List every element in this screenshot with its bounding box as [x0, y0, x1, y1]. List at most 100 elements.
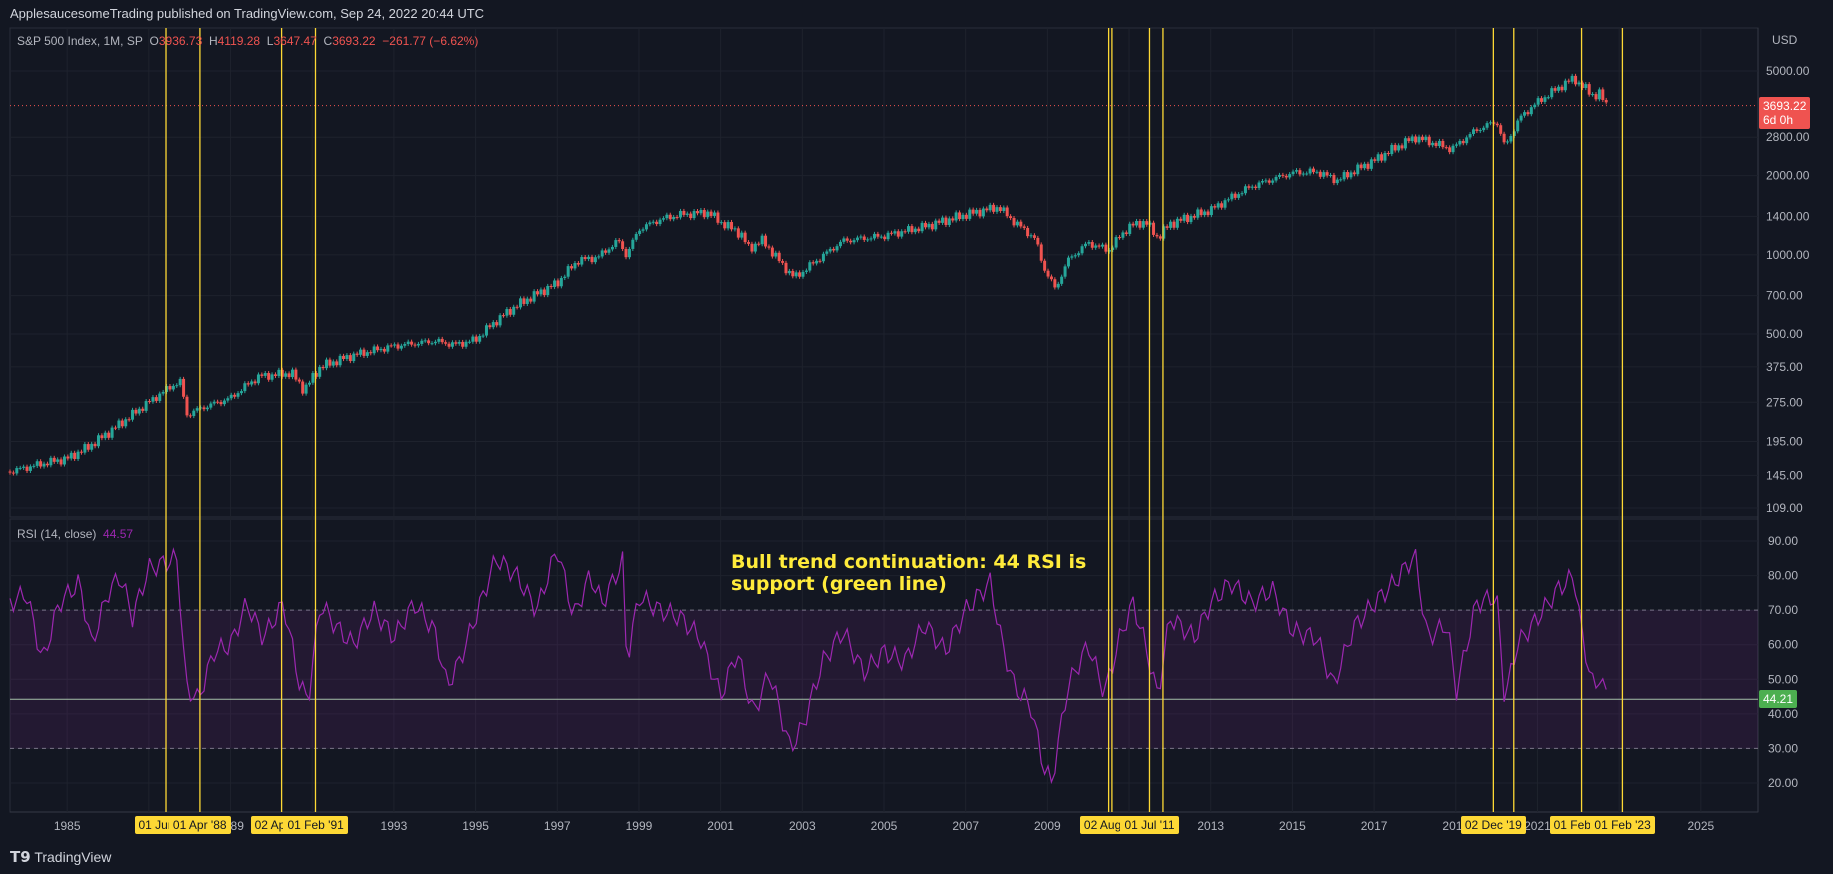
- candle-body: [1322, 172, 1326, 177]
- candle-body: [1094, 245, 1098, 248]
- candle-body: [416, 343, 420, 346]
- x-tick-label: 2025: [1687, 819, 1714, 833]
- candle-body: [546, 285, 550, 296]
- candle-body: [811, 262, 815, 264]
- candle-body: [1070, 256, 1074, 258]
- candle-body: [583, 257, 587, 260]
- candle-body: [35, 461, 39, 466]
- candle-body: [110, 427, 114, 438]
- candle-body: [1220, 203, 1224, 208]
- candle-body: [522, 298, 526, 304]
- y-tick-label: 109.00: [1766, 501, 1803, 515]
- logo-icon: 𝗧𝟵: [10, 849, 31, 866]
- candle-body: [542, 289, 546, 296]
- candle-body: [971, 209, 975, 214]
- rsi-tick-label: 30.00: [1768, 741, 1798, 755]
- candle-body: [1342, 172, 1346, 180]
- legend-open: 3936.73: [158, 34, 203, 48]
- candle-body: [1437, 140, 1441, 147]
- x-tick-label: 1997: [544, 819, 571, 833]
- candle-body: [1468, 134, 1472, 138]
- candle-body: [610, 246, 614, 250]
- candle-body: [1499, 125, 1503, 134]
- candle-body: [1199, 209, 1203, 216]
- candle-body: [941, 217, 945, 223]
- candle-body: [893, 231, 897, 234]
- candle-body: [1141, 221, 1145, 228]
- grid: [9, 27, 1759, 813]
- candle-body: [365, 352, 369, 356]
- candle-body: [678, 210, 682, 218]
- candle-body: [1458, 140, 1462, 145]
- candle-body: [1257, 182, 1261, 188]
- candle-body: [1475, 129, 1479, 131]
- x-tick-label: 2003: [789, 819, 816, 833]
- candle-body: [1182, 214, 1186, 221]
- candle-body: [702, 210, 706, 218]
- candle-body: [195, 408, 199, 411]
- rsi-tick-label: 40.00: [1768, 707, 1798, 721]
- candle-body: [406, 341, 410, 345]
- candle-body: [1073, 255, 1077, 257]
- candle-body: [1104, 244, 1108, 252]
- candle-body: [352, 353, 356, 362]
- candle-body: [236, 393, 240, 397]
- candle-body: [1526, 112, 1530, 115]
- candle-body: [314, 373, 318, 377]
- y-tick-label: 500.00: [1766, 327, 1803, 341]
- candle-body: [675, 217, 679, 219]
- candle-body: [1077, 253, 1081, 256]
- x-tick-label: 1985: [54, 819, 81, 833]
- candle-body: [821, 253, 825, 262]
- candle-body: [975, 209, 979, 214]
- candle-body: [171, 385, 175, 390]
- rsi-legend: RSI (14, close) 44.57: [17, 527, 133, 541]
- candle-body: [250, 381, 254, 385]
- candle-body: [1359, 164, 1363, 169]
- x-tick-label: 1995: [462, 819, 489, 833]
- candle-body: [995, 207, 999, 212]
- candle-body: [1284, 175, 1288, 178]
- candle-body: [1043, 260, 1047, 271]
- candle-body: [1509, 135, 1513, 142]
- candle-body: [1523, 112, 1527, 116]
- candle-body: [226, 398, 230, 401]
- candle-body: [1080, 246, 1084, 254]
- candle-body: [570, 266, 574, 269]
- candle-body: [1128, 223, 1132, 234]
- candle-body: [1580, 82, 1584, 89]
- candle-body: [1192, 215, 1196, 218]
- candle-body: [907, 226, 911, 232]
- candle-body: [920, 222, 924, 232]
- candle-body: [413, 344, 417, 346]
- y-tick-label: 145.00: [1766, 468, 1803, 482]
- candle-body: [842, 238, 846, 242]
- publisher-line: ApplesaucesomeTrading published on Tradi…: [10, 6, 485, 21]
- candle-body: [1516, 120, 1520, 132]
- candle-body: [607, 249, 611, 253]
- x-axis-date-tag: 01 Feb '91: [283, 816, 348, 834]
- candle-body: [1274, 176, 1278, 181]
- candle-body: [825, 251, 829, 254]
- candle-body: [716, 212, 720, 223]
- candle-body: [879, 236, 883, 238]
- tradingview-logo[interactable]: 𝗧𝟵 TradingView: [10, 848, 111, 866]
- candle-body: [86, 444, 90, 450]
- candle-body: [883, 236, 887, 240]
- last-price-tag: 3693.22 6d 0h: [1759, 96, 1811, 129]
- x-tick-label: 2015: [1279, 819, 1306, 833]
- x-tick-label: 2007: [952, 819, 979, 833]
- candle-body: [345, 355, 349, 359]
- candle-body: [1029, 235, 1033, 237]
- candle-body: [495, 322, 499, 326]
- candle-body: [896, 231, 900, 237]
- candle-body: [372, 346, 376, 354]
- candle-body: [348, 355, 352, 362]
- candle-body: [845, 238, 849, 241]
- candle-body: [1427, 136, 1431, 146]
- candle-body: [49, 457, 53, 466]
- candle-body: [1288, 174, 1292, 178]
- x-tick-label: 1993: [381, 819, 408, 833]
- candle-body: [627, 248, 631, 258]
